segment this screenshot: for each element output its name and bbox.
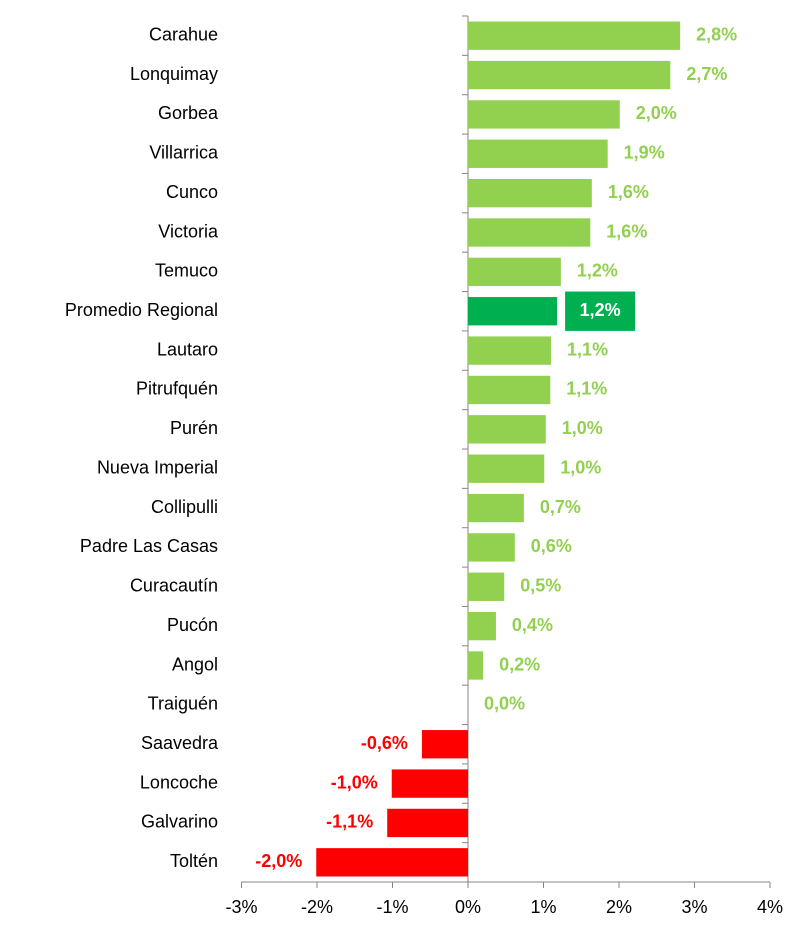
value-label: 1,1% xyxy=(566,379,607,399)
value-label: 1,2% xyxy=(577,261,618,281)
value-label: 1,6% xyxy=(606,221,647,241)
bar xyxy=(468,139,608,168)
bar xyxy=(468,100,620,129)
bar xyxy=(468,572,505,601)
value-label: 0,2% xyxy=(499,654,540,674)
bar xyxy=(468,178,592,208)
bar xyxy=(421,730,468,759)
bar xyxy=(468,454,545,483)
y-tick-label: Nueva Imperial xyxy=(97,457,218,477)
bar xyxy=(387,808,468,838)
y-tick-label: Curacautín xyxy=(130,576,218,596)
y-tick-label: Victoria xyxy=(158,221,219,241)
value-label: 0,6% xyxy=(531,536,572,556)
y-tick-label: Pitrufquén xyxy=(136,379,218,399)
bar xyxy=(316,848,468,877)
bar xyxy=(468,257,561,287)
y-tick-label: Traiguén xyxy=(148,694,218,714)
value-label: 1,0% xyxy=(562,418,603,438)
value-label: 0,7% xyxy=(540,497,581,517)
y-tick-label: Padre Las Casas xyxy=(80,536,218,556)
y-tick-label: Gorbea xyxy=(158,103,219,123)
value-label: 0,5% xyxy=(520,576,561,596)
y-tick-label: Angol xyxy=(172,654,218,674)
y-tick-label: Purén xyxy=(170,418,218,438)
y-tick-label: Temuco xyxy=(155,261,218,281)
y-tick-label: Promedio Regional xyxy=(65,300,218,320)
bar xyxy=(468,375,551,405)
bar xyxy=(468,611,496,641)
value-label: 1,9% xyxy=(624,143,665,163)
value-label: 0,4% xyxy=(512,615,553,635)
bar xyxy=(468,297,558,326)
bar xyxy=(468,533,515,562)
value-label: -2,0% xyxy=(255,851,302,871)
value-label: 1,0% xyxy=(560,457,601,477)
x-tick-label: 4% xyxy=(757,897,783,917)
value-label: -0,6% xyxy=(361,733,408,753)
x-tick-label: 2% xyxy=(606,897,632,917)
x-tick-label: 1% xyxy=(530,897,556,917)
y-tick-label: Lonquimay xyxy=(130,64,218,84)
value-label: 2,8% xyxy=(696,24,737,44)
x-tick-label: -3% xyxy=(225,897,257,917)
y-tick-label: Galvarino xyxy=(141,812,218,832)
y-tick-label: Pucón xyxy=(167,615,218,635)
y-tick-label: Toltén xyxy=(170,851,218,871)
bar xyxy=(391,769,468,798)
x-tick-label: 3% xyxy=(681,897,707,917)
value-label: -1,0% xyxy=(331,772,378,792)
value-label: 2,0% xyxy=(636,103,677,123)
bar xyxy=(468,336,552,365)
bar xyxy=(468,60,671,90)
y-tick-label: Carahue xyxy=(149,24,218,44)
value-label: 1,6% xyxy=(608,182,649,202)
x-tick-label: 0% xyxy=(455,897,481,917)
bar xyxy=(468,21,681,50)
y-tick-label: Collipulli xyxy=(151,497,218,517)
x-tick-label: -1% xyxy=(376,897,408,917)
bar xyxy=(468,651,484,680)
value-label: 2,7% xyxy=(686,64,727,84)
bar xyxy=(468,218,591,247)
y-tick-label: Lautaro xyxy=(157,339,218,359)
bar xyxy=(468,415,546,444)
value-label: 1,1% xyxy=(567,339,608,359)
y-tick-label: Cunco xyxy=(166,182,218,202)
value-label: -1,1% xyxy=(326,812,373,832)
value-label-box xyxy=(565,291,636,331)
value-label: 1,2% xyxy=(580,300,621,320)
y-tick-label: Villarrica xyxy=(149,143,219,163)
bar xyxy=(468,493,524,523)
y-tick-label: Loncoche xyxy=(140,772,218,792)
x-tick-label: -2% xyxy=(301,897,333,917)
y-tick-label: Saavedra xyxy=(141,733,219,753)
value-label: 0,0% xyxy=(484,694,525,714)
